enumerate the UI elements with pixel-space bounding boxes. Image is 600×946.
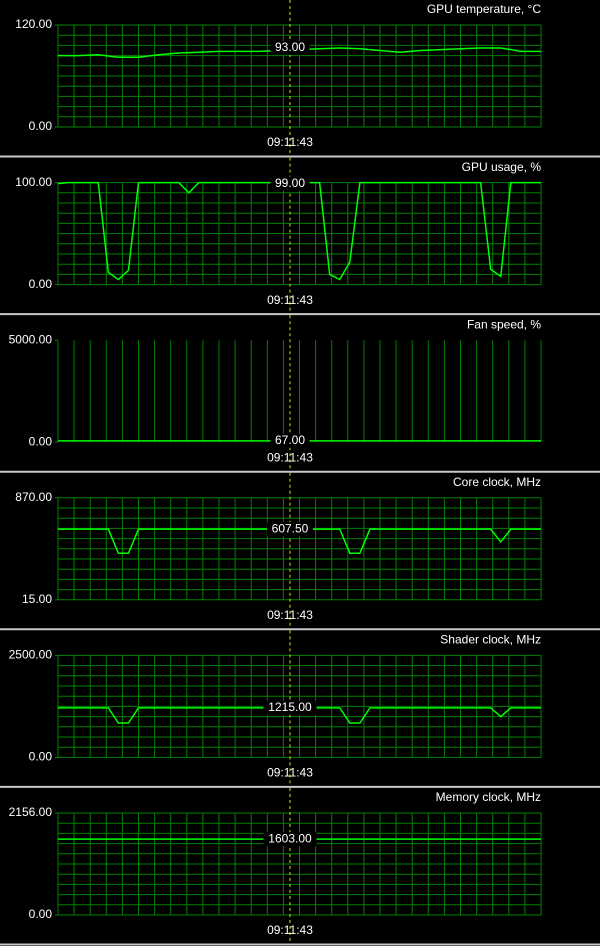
cursor-time: 09:11:43 — [267, 293, 313, 307]
y-tick-label: 0.00 — [29, 119, 53, 133]
cursor-label-bg — [270, 433, 310, 448]
panel: 15.00 870.00 Core clock, MHz 607.50 09:11:43 — [0, 472, 600, 631]
y-tick-label: 870.00 — [15, 490, 52, 504]
cursor-value: 67.00 — [275, 433, 305, 447]
cursor-value: 99.00 — [275, 176, 305, 190]
panel: 0.00 2500.00 Shader clock, MHz 1215.00 09:11… — [0, 630, 600, 788]
y-tick-label: 0.00 — [29, 277, 53, 291]
y-tick-label: 5000.00 — [9, 332, 53, 346]
panel-title: GPU usage, % — [462, 160, 542, 174]
cursor-label-bg — [270, 40, 310, 55]
panel: 0.00 5000.00 Fan speed, % 67.00 09:11:43 — [0, 315, 600, 473]
cursor-value: 93.00 — [275, 40, 305, 54]
cursor-time: 09:11:43 — [267, 135, 313, 149]
cursor-time: 09:11:43 — [267, 450, 313, 464]
cursor-label-bg — [263, 832, 317, 847]
cursor-label-bg — [263, 700, 317, 715]
cursor-value: 1603.00 — [268, 831, 312, 845]
cursor-value: 1215.00 — [268, 700, 312, 714]
y-tick-label: 0.00 — [29, 434, 53, 448]
y-tick-label: 100.00 — [15, 175, 52, 189]
panel: 0.00 120.00 GPU temperature, °C 93.00 09:11:… — [0, 0, 600, 158]
panel-title: GPU temperature, °C — [427, 2, 542, 16]
y-tick-label: 2500.00 — [9, 648, 53, 662]
cursor-time: 09:11:43 — [267, 608, 313, 622]
panel-title: Shader clock, MHz — [440, 633, 541, 647]
panel: 0.00 2156.00 Memory clock, MHz 1603.00 09:11… — [0, 788, 600, 946]
y-tick-label: 2156.00 — [9, 805, 53, 819]
y-tick-label: 0.00 — [29, 907, 53, 921]
panel: 0.00 100.00 GPU usage, % 99.00 09:11:43 — [0, 157, 600, 316]
cursor-label-bg — [267, 522, 313, 537]
cursor-label-bg — [270, 176, 310, 191]
y-tick-label: 120.00 — [15, 17, 52, 31]
y-tick-label: 0.00 — [29, 750, 53, 764]
cursor-value: 607.50 — [272, 521, 309, 535]
panel-title: Memory clock, MHz — [436, 790, 541, 804]
y-tick-label: 15.00 — [22, 592, 52, 606]
panel-title: Core clock, MHz — [453, 475, 541, 489]
cursor-time: 09:11:43 — [267, 923, 313, 937]
panel-title: Fan speed, % — [467, 317, 541, 331]
cursor-time: 09:11:43 — [267, 766, 313, 780]
